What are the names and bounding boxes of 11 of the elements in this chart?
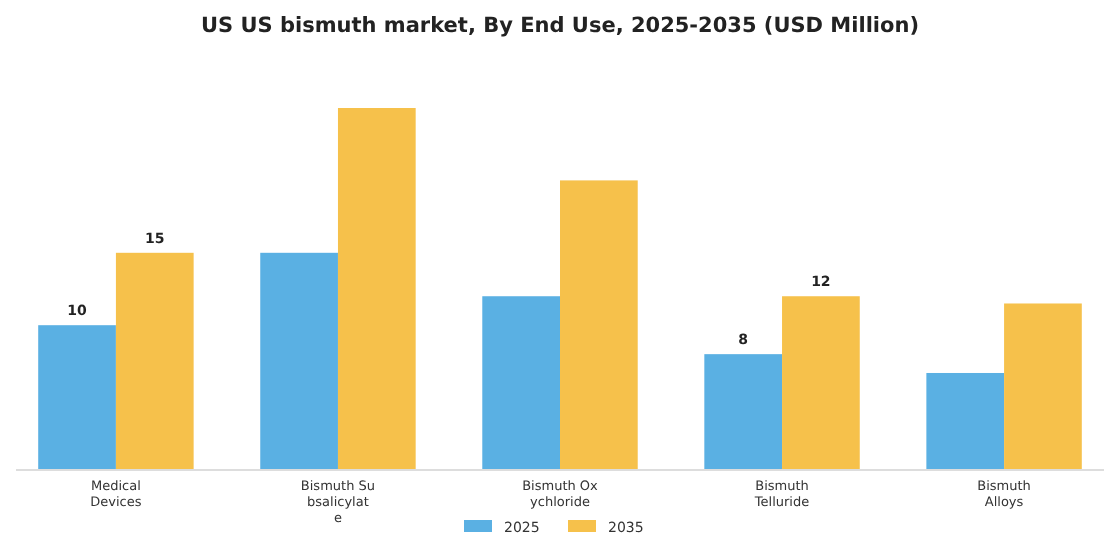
bar <box>560 180 638 470</box>
bar <box>926 372 1005 470</box>
bar <box>260 252 338 470</box>
bar <box>782 296 860 470</box>
bar <box>38 325 116 470</box>
chart-title: US US bismuth market, By End Use, 2025-2035 (USD Million) <box>200 14 920 38</box>
bar <box>1004 303 1082 470</box>
bar <box>704 354 783 470</box>
bar <box>482 296 560 470</box>
bar <box>337 108 416 470</box>
bar <box>115 252 194 470</box>
